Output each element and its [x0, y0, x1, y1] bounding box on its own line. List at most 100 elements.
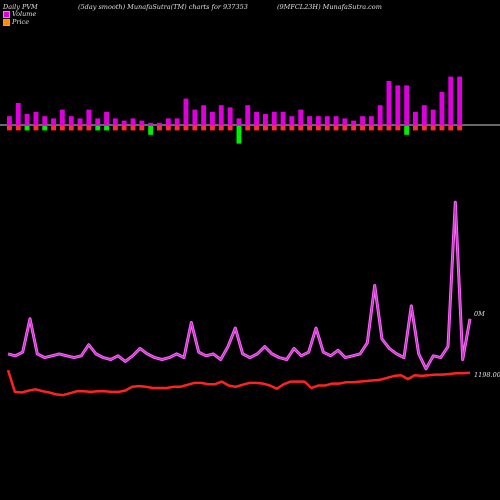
volume-bar — [148, 122, 154, 125]
volume-bar-below — [271, 126, 277, 131]
volume-bar — [254, 111, 259, 125]
volume-bar — [360, 116, 365, 125]
volume-bar-below — [86, 126, 92, 131]
volume-bar — [342, 118, 348, 125]
volume-bar-below — [236, 126, 242, 144]
volume-bar-below — [77, 126, 83, 131]
volume-bar-below — [95, 126, 101, 131]
volume-bar-below — [33, 126, 39, 131]
legend-swatch-volume — [3, 10, 10, 18]
volume-bar — [404, 85, 410, 125]
volume-bar — [42, 116, 48, 125]
volume-bar-below — [174, 126, 180, 131]
volume-bar — [289, 116, 295, 125]
volume-bar-below — [448, 126, 454, 131]
volume-bar — [33, 111, 39, 125]
volume-bar — [386, 81, 392, 125]
volume-bar-below — [7, 126, 12, 131]
volume-bar-below — [439, 126, 445, 131]
volume-bar — [130, 118, 136, 125]
volume-bar — [377, 105, 383, 125]
chart-title-left: Daily PVM — [3, 3, 38, 11]
volume-bar-below — [421, 126, 427, 131]
volume-bar-below — [59, 126, 65, 131]
volume-bar — [439, 92, 445, 125]
volume-bar — [351, 120, 357, 125]
volume-bar-below — [68, 126, 74, 131]
pvm-line-core — [7, 201, 471, 370]
legend-label-price: Price — [12, 18, 30, 26]
volume-bar — [68, 116, 74, 125]
volume-bar-below — [104, 126, 109, 131]
volume-bar-below — [430, 126, 436, 131]
pvm-line-outer — [7, 200, 472, 371]
volume-bar — [421, 105, 427, 125]
price-line-path — [6, 369, 471, 397]
volume-bar — [165, 118, 171, 125]
volume-bar — [307, 116, 312, 125]
volume-bar — [430, 109, 436, 125]
volume-bar-below — [112, 126, 118, 131]
volume-bar-below — [139, 126, 145, 131]
price-line — [6, 369, 471, 397]
volume-bar — [324, 116, 330, 125]
volume-bar — [183, 98, 189, 125]
volume-bar-below — [351, 126, 357, 131]
volume-bar-below — [307, 126, 312, 131]
volume-bar-below — [121, 126, 127, 131]
volume-bar-below — [333, 126, 339, 131]
volume-bar-below — [24, 126, 30, 131]
volume-bar — [271, 111, 277, 125]
volume-bar-below — [254, 126, 259, 131]
volume-bar-below — [218, 126, 224, 131]
volume-bar — [95, 118, 101, 125]
volume-bar — [104, 111, 109, 125]
volume-bar — [121, 120, 127, 125]
volume-bar — [236, 118, 242, 125]
volume-bar — [368, 116, 374, 125]
volume-bar — [227, 107, 233, 125]
volume-bars — [7, 76, 463, 144]
volume-bar — [59, 109, 65, 125]
volume-bar-below — [413, 126, 418, 131]
legend-swatch-price — [3, 18, 10, 26]
volume-bar-below — [315, 126, 321, 131]
volume-bar-below — [15, 126, 21, 131]
volume-bar — [24, 114, 30, 125]
volume-bar — [139, 120, 145, 125]
volume-bar — [192, 109, 198, 125]
volume-bar-below — [289, 126, 295, 131]
volume-bar-below — [157, 126, 162, 131]
volume-bar — [333, 116, 339, 125]
legend-item-volume: Volume — [3, 10, 36, 18]
volume-bar — [174, 118, 180, 125]
volume-bar-below — [368, 126, 374, 131]
volume-bar — [218, 105, 224, 125]
volume-bar-below — [342, 126, 348, 131]
volume-bar-below — [280, 126, 286, 131]
volume-bar-below — [404, 126, 410, 135]
volume-bar-below — [201, 126, 207, 131]
volume-bar-below — [165, 126, 171, 131]
volume-bar — [413, 111, 418, 125]
volume-bar — [315, 116, 321, 125]
volume-bar — [201, 105, 207, 125]
volume-bar — [112, 118, 118, 125]
volume-bar — [457, 76, 463, 125]
volume-bar — [51, 118, 56, 125]
volume-bar-below — [395, 126, 401, 131]
volume-bar-below — [377, 126, 383, 131]
volume-axis-label: 0M — [474, 310, 485, 318]
volume-bar-below — [298, 126, 304, 131]
volume-bar — [210, 111, 215, 125]
chart-title-middle: (5day smooth) MunafaSutra(TM) charts for… — [78, 3, 248, 11]
volume-bar-below — [183, 126, 189, 131]
volume-bar — [298, 109, 304, 125]
pvm-line — [7, 200, 472, 371]
legend-label-volume: Volume — [12, 10, 37, 18]
volume-bar-below — [51, 126, 56, 131]
volume-bar-below — [192, 126, 198, 131]
volume-bar-below — [227, 126, 233, 131]
volume-bar-below — [210, 126, 215, 131]
volume-bar-below — [42, 126, 48, 131]
